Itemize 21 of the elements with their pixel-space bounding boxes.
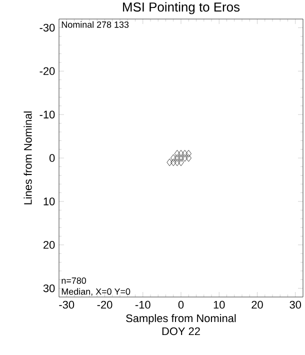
- x-tick-label: 0: [178, 300, 184, 309]
- annotation: n=780: [62, 277, 86, 284]
- y-tick-label: 0: [49, 154, 55, 162]
- x-tick-label: -30: [59, 300, 74, 309]
- annotation: Median, X=0 Y=0: [62, 288, 130, 296]
- y-tick-label: -30: [40, 24, 55, 32]
- x-tick-label: 10: [214, 300, 225, 309]
- y-axis-title: Lines from Nominal: [24, 112, 32, 204]
- text: DOY 22: [162, 327, 200, 336]
- y-tick-label: -10: [40, 110, 55, 118]
- x-tick-label: 20: [252, 300, 263, 309]
- x-tick-label: -20: [97, 300, 112, 309]
- x-tick-label: 30: [290, 300, 302, 309]
- x-tick-label: -10: [135, 300, 150, 309]
- chart-title: MSI Pointing to Eros: [123, 2, 240, 14]
- x-axis-title: Samples from Nominal: [126, 314, 236, 324]
- y-tick-label: 30: [43, 284, 55, 292]
- y-tick-label: -20: [40, 67, 55, 76]
- y-tick-label: 10: [44, 198, 55, 206]
- annotation: Nominal 278 133: [62, 21, 129, 28]
- y-tick-label: 20: [44, 241, 55, 249]
